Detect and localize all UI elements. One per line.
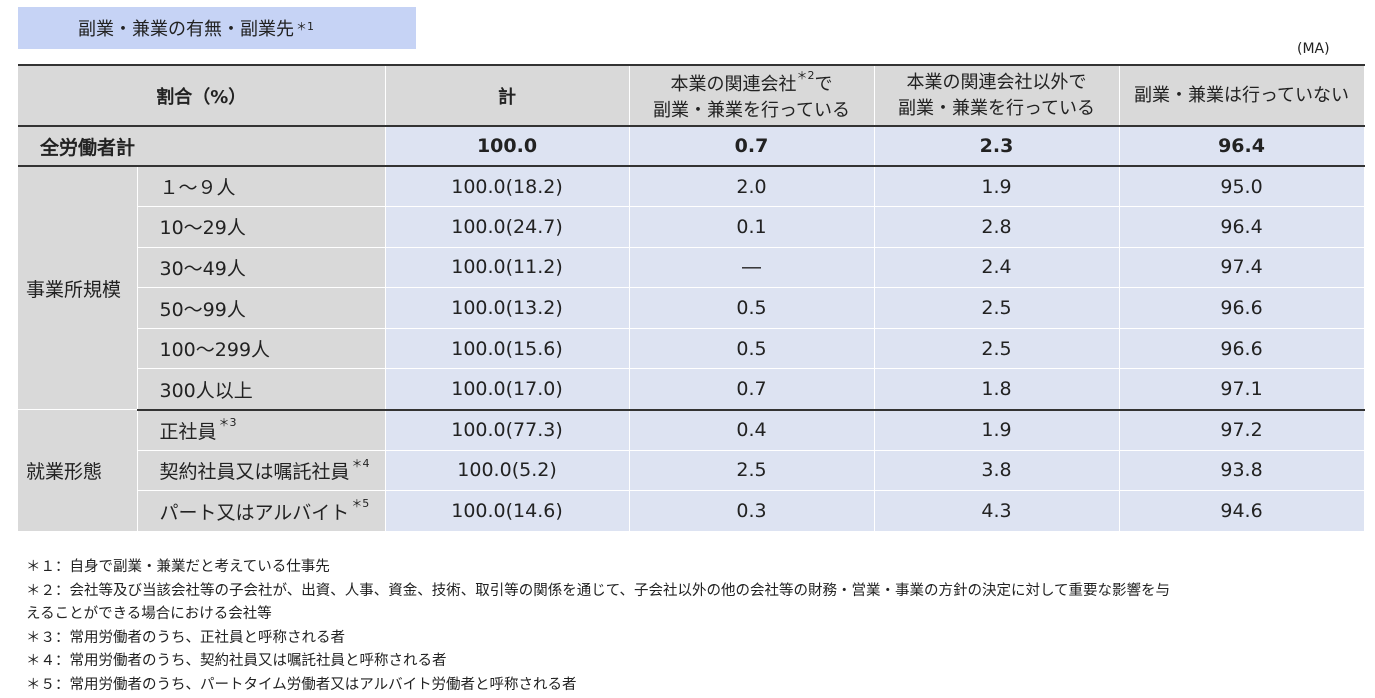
- row-label: 100～299人: [137, 328, 386, 370]
- table-row: 50～99人 100.0(13.2) 0.5 2.5 96.6: [18, 287, 1365, 329]
- row-label: 50～99人: [137, 287, 386, 329]
- row-label-text: 正社員: [159, 420, 217, 443]
- row-label-text: 10～29人: [159, 217, 246, 240]
- cell-col3: 97.2: [1119, 409, 1365, 451]
- row-label: 300人以上: [137, 368, 386, 411]
- total-row: 全労働者計 100.0 0.7 2.3 96.4: [18, 126, 1365, 167]
- header-col1: 本業の関連会社＊2で 副業・兼業を行っている: [629, 64, 875, 127]
- footnote-line: えることができる場合における会社等: [26, 606, 272, 622]
- cell-col2: 2.8: [874, 206, 1120, 248]
- cell-col1: 0.4: [629, 409, 875, 451]
- row-label: １～９人: [137, 166, 386, 208]
- cell-col1: 0.7: [629, 368, 875, 411]
- cell-col1: 0.5: [629, 328, 875, 370]
- table-row: 300人以上 100.0(17.0) 0.7 1.8 97.1: [18, 368, 1365, 411]
- cell-col2: 1.9: [874, 409, 1120, 451]
- unit-label: (MA): [1297, 41, 1330, 57]
- header-col1-line1: 本業の関連会社: [670, 74, 797, 95]
- cell-col2: 3.8: [874, 450, 1120, 492]
- row-label-footnote-mark: ＊5: [351, 497, 370, 511]
- row-label-text: 50～99人: [159, 298, 246, 321]
- cell-col3: 97.4: [1119, 247, 1365, 289]
- data-table: 割合（%） 計 本業の関連会社＊2で 副業・兼業を行っている 本業の関連会社以外…: [18, 64, 1365, 532]
- row-label: 30～49人: [137, 247, 386, 289]
- cell-col3: 96.4: [1119, 206, 1365, 248]
- total-row-col2: 2.3: [874, 126, 1120, 167]
- footnotes: ＊１：自身で副業・兼業だと考えている仕事先 ＊２：会社等及び当該会社等の子会社が、…: [26, 556, 1170, 697]
- row-label-text: パート又はアルバイト: [159, 501, 350, 524]
- cell-total: 100.0(14.6): [385, 490, 630, 532]
- section-title: 副業・兼業の有無・副業先 ＊1: [18, 7, 416, 49]
- header-total: 計: [385, 64, 630, 127]
- cell-total: 100.0(77.3): [385, 409, 630, 451]
- cell-col1: 2.0: [629, 166, 875, 208]
- header-col1-line2: 副業・兼業を行っている: [652, 100, 851, 121]
- cell-col3: 97.1: [1119, 368, 1365, 411]
- row-label: 契約社員又は嘱託社員 ＊4: [137, 450, 386, 492]
- cell-total: 100.0(17.0): [385, 368, 630, 411]
- cell-col2: 2.4: [874, 247, 1120, 289]
- cell-col2: 2.5: [874, 328, 1120, 370]
- row-label-footnote-mark: ＊3: [218, 416, 237, 430]
- total-row-total: 100.0: [385, 126, 630, 167]
- row-label: 正社員 ＊3: [137, 409, 386, 451]
- cell-col3: 96.6: [1119, 328, 1365, 370]
- header-label: 割合（%）: [18, 64, 386, 127]
- cell-col1: 0.1: [629, 206, 875, 248]
- cell-col1: 0.3: [629, 490, 875, 532]
- total-row-col3: 96.4: [1119, 126, 1365, 167]
- row-label-text: 契約社員又は嘱託社員: [159, 460, 350, 483]
- header-col2-line1: 本業の関連会社以外で: [906, 71, 1087, 93]
- cell-col1: 2.5: [629, 450, 875, 492]
- cell-total: 100.0(18.2): [385, 166, 630, 208]
- table-row: 事業所規模 １～９人 100.0(18.2) 2.0 1.9 95.0: [18, 166, 1365, 411]
- cell-col3: 96.6: [1119, 287, 1365, 329]
- section-title-text: 副業・兼業の有無・副業先: [78, 19, 294, 40]
- row-label: パート又はアルバイト ＊5: [137, 490, 386, 532]
- footnote-line: ＊４：常用労働者のうち、契約社員又は嘱託社員と呼称される者: [26, 653, 447, 669]
- row-label-text: １～９人: [159, 177, 236, 200]
- footnote-line: ＊２：会社等及び当該会社等の子会社が、出資、人事、資金、技術、取引等の関係を通じ…: [26, 582, 1171, 599]
- cell-col2: 1.8: [874, 368, 1120, 411]
- row-label-footnote-mark: ＊4: [351, 456, 370, 470]
- cell-col2: 1.9: [874, 166, 1120, 208]
- group-label: 事業所規模: [18, 166, 138, 411]
- footnote-line: ＊１：自身で副業・兼業だと考えている仕事先: [26, 559, 330, 575]
- header-col2-line2: 副業・兼業を行っている: [897, 97, 1096, 119]
- cell-col3: 94.6: [1119, 490, 1365, 532]
- cell-col3: 95.0: [1119, 166, 1365, 208]
- header-col3: 副業・兼業は行っていない: [1119, 64, 1365, 127]
- row-label-text: 30～49人: [159, 257, 246, 280]
- group-label: 就業形態: [18, 409, 138, 532]
- section-title-footnote-mark: ＊1: [296, 20, 314, 33]
- table-row: 10～29人 100.0(24.7) 0.1 2.8 96.4: [18, 206, 1365, 248]
- cell-total: 100.0(13.2): [385, 287, 630, 329]
- table-row: 30～49人 100.0(11.2) ― 2.4 97.4: [18, 247, 1365, 289]
- cell-col2: 2.5: [874, 287, 1120, 329]
- cell-col2: 4.3: [874, 490, 1120, 532]
- row-label: 10～29人: [137, 206, 386, 248]
- total-row-col1: 0.7: [629, 126, 875, 167]
- cell-col3: 93.8: [1119, 450, 1365, 492]
- cell-total: 100.0(24.7): [385, 206, 630, 248]
- header-col1-line1-tail: で: [814, 74, 833, 95]
- header-col2: 本業の関連会社以外で 副業・兼業を行っている: [874, 64, 1120, 127]
- cell-total: 100.0(15.6): [385, 328, 630, 370]
- header-col1-footnote-mark: ＊2: [796, 69, 815, 82]
- cell-col1: 0.5: [629, 287, 875, 329]
- table-row: 契約社員又は嘱託社員 ＊4 100.0(5.2) 2.5 3.8 93.8: [18, 450, 1365, 492]
- cell-total: 100.0(11.2): [385, 247, 630, 289]
- footnote-line: ＊３：常用労働者のうち、正社員と呼称される者: [26, 629, 345, 646]
- total-row-label: 全労働者計: [18, 126, 386, 167]
- table-header-row: 割合（%） 計 本業の関連会社＊2で 副業・兼業を行っている 本業の関連会社以外…: [18, 64, 1365, 127]
- cell-total: 100.0(5.2): [385, 450, 630, 492]
- row-label-text: 100～299人: [159, 339, 271, 362]
- row-label-text: 300人以上: [159, 379, 253, 402]
- table-row: パート又はアルバイト ＊5 100.0(14.6) 0.3 4.3 94.6: [18, 490, 1365, 532]
- cell-col1: ―: [629, 247, 875, 289]
- footnote-line: ＊５：常用労働者のうち、パートタイム労働者又はアルバイト労働者と呼称される者: [26, 676, 577, 693]
- table-row: 100～299人 100.0(15.6) 0.5 2.5 96.6: [18, 328, 1365, 370]
- table-row: 就業形態 正社員 ＊3 100.0(77.3) 0.4 1.9 97.2: [18, 409, 1365, 532]
